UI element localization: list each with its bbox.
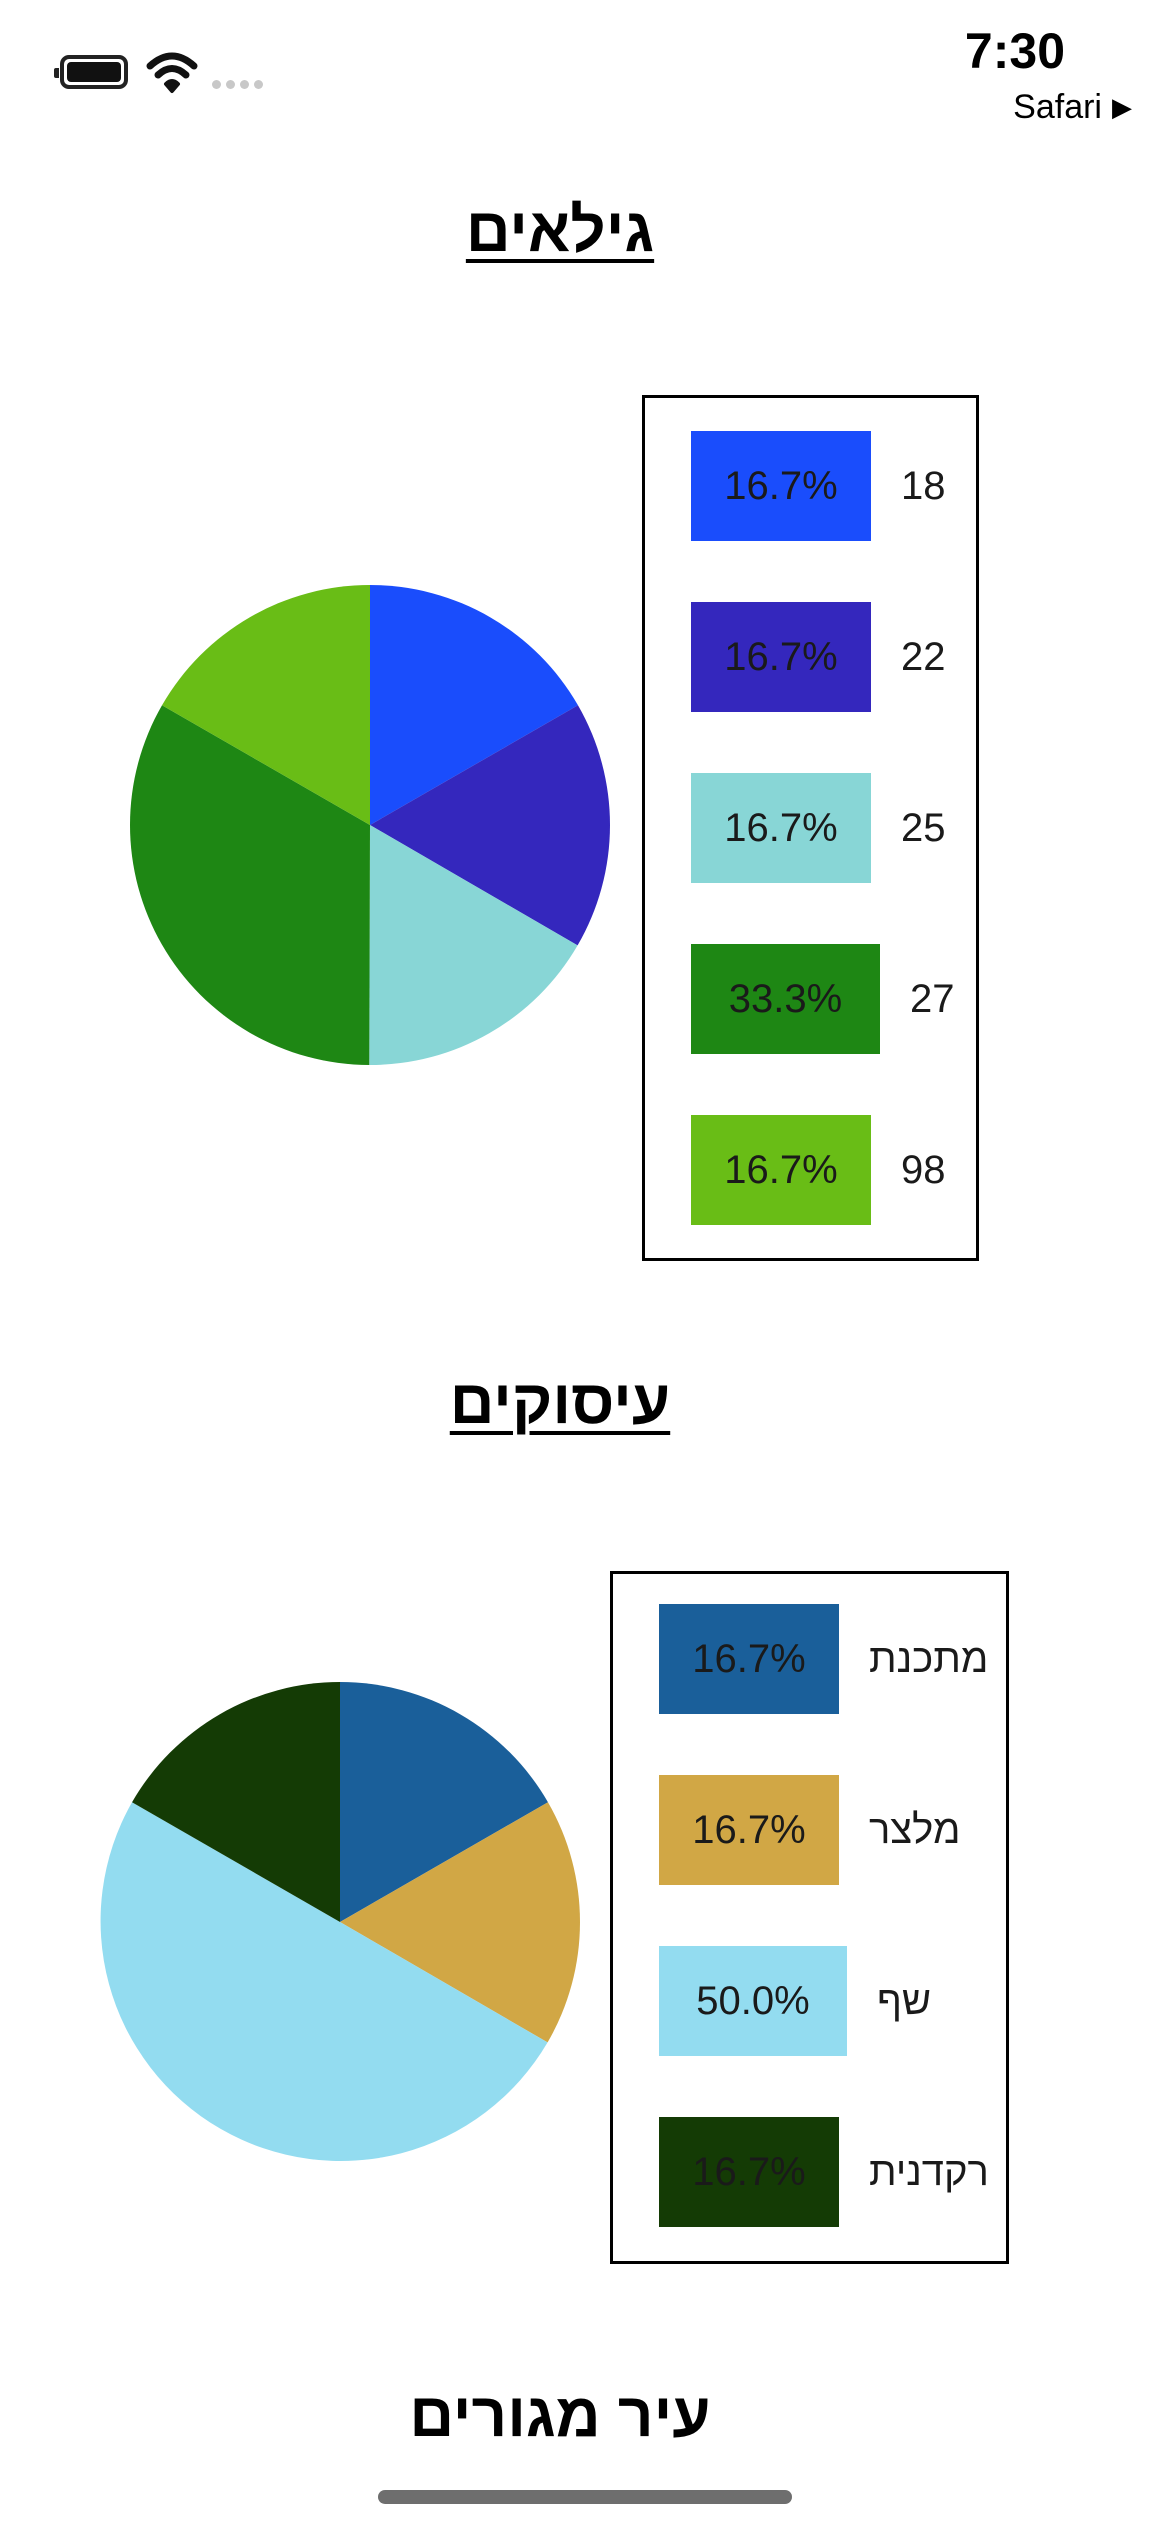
- legend-label: מתכנת: [869, 1637, 989, 1681]
- occupations-pie-chart: [100, 1682, 580, 2162]
- home-indicator[interactable]: [378, 2490, 792, 2504]
- legend-label: 98: [901, 1148, 946, 1192]
- pie-slice-98: [162, 585, 370, 825]
- legend-label: 22: [901, 635, 946, 679]
- city-of-residence-title: עיר מגורים: [409, 2381, 711, 2438]
- ages-legend: 16.7% 18 16.7% 22 16.7% 25 33.3% 27 16.7% 98: [642, 395, 979, 1261]
- play-arrow-icon: ▶: [1112, 92, 1132, 122]
- legend-label: 18: [901, 464, 946, 508]
- legend-item: 16.7% 98: [645, 1115, 976, 1225]
- pie-slice-18: [370, 585, 578, 825]
- legend-swatch-percent: 16.7%: [691, 773, 871, 883]
- wifi-icon: [146, 52, 198, 93]
- pie-slice-מתכנת: [340, 1682, 548, 1922]
- legend-item: 16.7% מלצר: [613, 1775, 1006, 1885]
- legend-swatch-percent: 16.7%: [659, 1775, 839, 1885]
- legend-item: 16.7% 22: [645, 602, 976, 712]
- pie-slice-27: [130, 705, 370, 1065]
- next-section-clip: עיר מגורים: [0, 2380, 1170, 2438]
- back-to-app-link[interactable]: Safari ▶: [1013, 88, 1132, 127]
- occupations-chart-title: עיסוקים: [449, 1368, 671, 1437]
- legend-item: 16.7% רקדנית: [613, 2117, 1006, 2227]
- legend-swatch-percent: 16.7%: [691, 602, 871, 712]
- occupations-legend: 16.7% מתכנת 16.7% מלצר 50.0% שף 16.7% רקדנית: [610, 1571, 1009, 2264]
- ages-pie-chart: [130, 585, 610, 1066]
- legend-label: שף: [877, 1979, 932, 2023]
- legend-item: 16.7% 25: [645, 773, 976, 883]
- legend-label: רקדנית: [869, 2150, 989, 2194]
- battery-icon: [54, 55, 128, 89]
- status-bar: 7:30 Safari ▶: [0, 0, 1170, 140]
- status-time: 7:30: [964, 23, 1065, 79]
- pie-slice-רקדנית: [132, 1682, 340, 1922]
- legend-swatch-percent: 50.0%: [659, 1946, 847, 2056]
- pie-slice-שף: [100, 1802, 548, 2162]
- legend-item: 16.7% מתכנת: [613, 1604, 1006, 1714]
- ages-chart-title: גילאים: [465, 196, 655, 265]
- legend-swatch-percent: 16.7%: [691, 1115, 871, 1225]
- pie-slice-מלצר: [340, 1802, 580, 2043]
- legend-label: 27: [910, 977, 955, 1021]
- legend-swatch-percent: 16.7%: [659, 1604, 839, 1714]
- legend-swatch-percent: 16.7%: [691, 431, 871, 541]
- legend-item: 50.0% שף: [613, 1946, 1006, 2056]
- legend-swatch-percent: 33.3%: [691, 944, 880, 1054]
- cellular-signal-icon: [212, 80, 263, 89]
- legend-swatch-percent: 16.7%: [659, 2117, 839, 2227]
- pie-slice-25: [369, 825, 578, 1066]
- legend-item: 16.7% 18: [645, 431, 976, 541]
- legend-label: מלצר: [869, 1808, 961, 1852]
- pie-slice-22: [370, 705, 610, 946]
- legend-item: 33.3% 27: [645, 944, 976, 1054]
- back-app-label: Safari: [1013, 88, 1102, 126]
- legend-label: 25: [901, 806, 946, 850]
